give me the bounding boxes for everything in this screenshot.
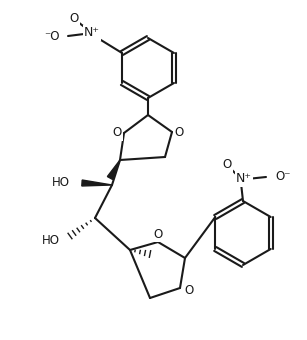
Text: O: O	[154, 227, 163, 240]
Text: N⁺: N⁺	[84, 27, 100, 39]
Text: HO: HO	[42, 234, 60, 246]
Text: O: O	[222, 158, 231, 171]
Polygon shape	[82, 180, 112, 186]
Text: HO: HO	[52, 176, 70, 189]
Polygon shape	[107, 160, 120, 180]
Text: O: O	[112, 126, 122, 139]
Text: O: O	[174, 125, 184, 138]
Text: O: O	[69, 12, 79, 24]
Text: N⁺: N⁺	[236, 172, 252, 186]
Text: O: O	[185, 284, 194, 296]
Text: ⁻O: ⁻O	[45, 30, 60, 42]
Text: O⁻: O⁻	[275, 170, 290, 184]
